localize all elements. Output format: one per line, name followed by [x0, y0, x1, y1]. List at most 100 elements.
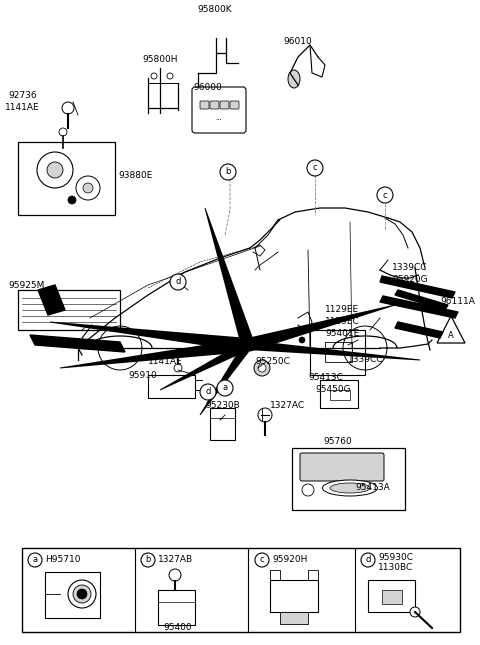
Circle shape: [68, 196, 76, 204]
Circle shape: [220, 164, 236, 180]
Text: 95400: 95400: [164, 624, 192, 633]
Text: 95800K: 95800K: [198, 6, 232, 14]
FancyBboxPatch shape: [230, 101, 239, 109]
Text: 95930C: 95930C: [378, 553, 413, 562]
Text: d: d: [205, 388, 211, 397]
Text: 93880E: 93880E: [118, 170, 152, 179]
Text: 95910: 95910: [128, 370, 157, 379]
Circle shape: [410, 607, 420, 617]
Circle shape: [361, 553, 375, 567]
FancyBboxPatch shape: [210, 101, 219, 109]
Bar: [210, 408, 235, 440]
Text: c: c: [260, 555, 264, 564]
Text: 95920G: 95920G: [392, 275, 428, 284]
Text: 96010: 96010: [284, 37, 312, 46]
Circle shape: [200, 384, 216, 400]
Text: 1141AE: 1141AE: [148, 357, 182, 366]
Polygon shape: [200, 342, 252, 415]
Ellipse shape: [68, 580, 96, 608]
Text: 1130BC: 1130BC: [378, 564, 413, 573]
Polygon shape: [60, 338, 249, 368]
Bar: [310, 330, 365, 375]
Text: A: A: [448, 330, 454, 339]
Text: 95401E: 95401E: [325, 330, 359, 339]
Text: c: c: [383, 190, 387, 199]
Polygon shape: [50, 321, 249, 352]
Bar: [325, 342, 352, 362]
Bar: [330, 390, 350, 400]
Polygon shape: [248, 340, 420, 361]
Text: H95710: H95710: [45, 555, 81, 564]
Bar: [382, 590, 402, 604]
Polygon shape: [160, 341, 250, 390]
Circle shape: [254, 360, 270, 376]
Bar: [45, 572, 100, 618]
Text: 95450G: 95450G: [315, 386, 350, 395]
Circle shape: [258, 364, 266, 372]
Text: b: b: [145, 555, 151, 564]
Polygon shape: [437, 316, 465, 343]
Polygon shape: [246, 304, 395, 352]
Polygon shape: [395, 290, 448, 310]
Bar: [158, 590, 195, 625]
Ellipse shape: [73, 585, 91, 603]
Circle shape: [59, 128, 67, 136]
Text: b: b: [225, 168, 231, 177]
Bar: [148, 375, 195, 398]
Circle shape: [217, 380, 233, 396]
Text: a: a: [222, 384, 228, 393]
Text: 1339CC: 1339CC: [392, 264, 428, 272]
Circle shape: [302, 484, 314, 496]
FancyBboxPatch shape: [300, 453, 384, 481]
Bar: [18, 290, 120, 330]
Circle shape: [174, 364, 182, 372]
Text: d: d: [175, 277, 180, 286]
Text: 95760: 95760: [324, 437, 352, 446]
Bar: [368, 580, 415, 612]
Text: 1327AC: 1327AC: [270, 401, 305, 410]
Polygon shape: [30, 335, 125, 352]
Text: 95920H: 95920H: [272, 555, 307, 564]
Polygon shape: [38, 285, 65, 315]
Text: 92736: 92736: [8, 92, 36, 101]
Bar: [280, 612, 308, 624]
Bar: [292, 448, 405, 510]
Circle shape: [167, 73, 173, 79]
Circle shape: [258, 408, 272, 422]
Circle shape: [255, 553, 269, 567]
Text: 95413A: 95413A: [355, 484, 390, 493]
Text: c: c: [312, 163, 317, 172]
Circle shape: [377, 187, 393, 203]
Polygon shape: [380, 296, 458, 318]
Circle shape: [141, 553, 155, 567]
Text: 1129EC: 1129EC: [325, 317, 360, 326]
Bar: [18, 142, 115, 215]
Text: 1327AB: 1327AB: [158, 555, 193, 564]
Circle shape: [62, 102, 74, 114]
Text: a: a: [33, 555, 37, 564]
Ellipse shape: [288, 70, 300, 88]
FancyBboxPatch shape: [220, 101, 229, 109]
Text: 95413C: 95413C: [308, 373, 343, 382]
Text: 1339CC: 1339CC: [348, 355, 384, 364]
Circle shape: [47, 162, 63, 178]
Circle shape: [299, 337, 305, 343]
Text: 1129EE: 1129EE: [325, 306, 359, 315]
Bar: [320, 380, 358, 408]
Polygon shape: [204, 208, 255, 347]
Circle shape: [28, 553, 42, 567]
Text: ...: ...: [216, 115, 222, 121]
Text: 96111A: 96111A: [440, 297, 475, 306]
Text: 95925M: 95925M: [8, 281, 44, 290]
Text: 95800H: 95800H: [142, 55, 178, 64]
Circle shape: [307, 160, 323, 176]
Circle shape: [151, 73, 157, 79]
Text: 1141AE: 1141AE: [5, 103, 40, 112]
FancyBboxPatch shape: [200, 101, 209, 109]
Bar: [270, 580, 318, 612]
Circle shape: [170, 274, 186, 290]
Circle shape: [83, 183, 93, 193]
Circle shape: [77, 589, 87, 599]
Polygon shape: [380, 276, 455, 298]
Text: d: d: [365, 555, 371, 564]
